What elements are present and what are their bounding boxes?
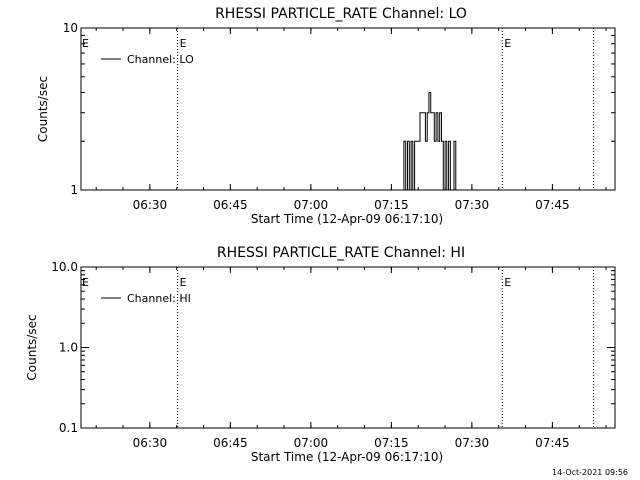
event-marker-label: E — [504, 276, 511, 289]
x-tick-label: 06:30 — [133, 198, 168, 212]
event-marker-label-left: E — [82, 37, 89, 50]
y-tick-label: 1.0 — [59, 341, 78, 355]
y-tick-label: 1 — [70, 183, 78, 197]
x-tick-label: 06:45 — [213, 198, 248, 212]
legend-label: Channel: HI — [127, 292, 191, 305]
event-marker-label: E — [180, 276, 187, 289]
event-marker-label: E — [504, 37, 511, 50]
chart-title: RHESSI PARTICLE_RATE Channel: HI — [217, 245, 465, 261]
y-tick-label: 0.1 — [59, 421, 78, 435]
y-tick-label: 10.0 — [51, 260, 78, 274]
x-tick-label: 06:30 — [133, 436, 168, 450]
y-axis-label: Counts/sec — [25, 314, 39, 380]
y-axis-label: Counts/sec — [36, 76, 50, 142]
x-tick-label: 07:15 — [374, 436, 409, 450]
event-marker-label: E — [180, 37, 187, 50]
panel-2: RHESSI PARTICLE_RATE Channel: HI 06:30 06:… — [25, 245, 616, 464]
x-tick-label: 07:15 — [374, 198, 409, 212]
series-line — [402, 92, 458, 191]
chart-title: RHESSI PARTICLE_RATE Channel: LO — [215, 6, 467, 22]
x-tick-label: 07:00 — [294, 198, 329, 212]
x-axis-label: Start Time (12-Apr-09 06:17:10) — [251, 212, 443, 226]
x-tick-label: 07:30 — [455, 198, 490, 212]
y-tick-label: 10 — [63, 21, 78, 35]
x-tick-label: 07:45 — [535, 198, 570, 212]
x-tick-label: 06:45 — [213, 436, 248, 450]
x-tick-label: 07:30 — [455, 436, 490, 450]
x-axis-label: Start Time (12-Apr-09 06:17:10) — [251, 450, 443, 464]
footer-timestamp: 14-Oct-2021 09:56 — [552, 468, 628, 477]
x-tick-label: 07:00 — [294, 436, 329, 450]
legend-label: Channel: LO — [127, 53, 194, 66]
event-marker-label-left: E — [82, 276, 89, 289]
panel-1: RHESSI PARTICLE_RATE Channel: LO 06:30 06:… — [36, 6, 616, 226]
x-tick-label: 07:45 — [535, 436, 570, 450]
plot-frame — [80, 27, 616, 191]
